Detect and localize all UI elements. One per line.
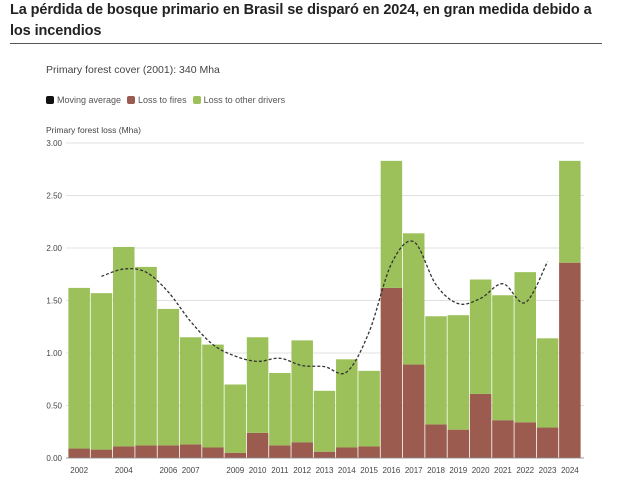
bar-fires — [224, 452, 247, 458]
x-tick-label: 2011 — [271, 466, 289, 475]
bar-other-drivers — [68, 287, 90, 449]
y-tick-label: 3.00 — [46, 139, 62, 148]
bar-other-drivers — [224, 384, 247, 453]
bar-other-drivers — [313, 390, 336, 452]
bar-other-drivers — [380, 160, 403, 288]
bar-other-drivers — [469, 279, 492, 394]
x-tick-label: 2004 — [115, 466, 133, 475]
bar-fires — [157, 445, 180, 458]
moving-average-line — [101, 240, 549, 375]
bar-other-drivers — [425, 316, 447, 425]
x-tick-label: 2014 — [338, 466, 356, 475]
x-tick-label: 2017 — [405, 466, 423, 475]
bar-other-drivers — [514, 272, 536, 423]
bar-fires — [269, 445, 291, 458]
bar-other-drivers — [202, 344, 224, 448]
y-tick-label: 2.50 — [46, 192, 62, 201]
x-tick-label: 2020 — [472, 466, 490, 475]
x-tick-label: 2012 — [293, 466, 311, 475]
bar-fires — [90, 449, 113, 458]
y-tick-label: 0.50 — [46, 402, 62, 411]
bar-fires — [135, 445, 157, 458]
bar-fires — [113, 446, 135, 458]
legend-swatch — [192, 96, 201, 104]
bar-fires — [291, 442, 313, 458]
legend-swatch — [46, 96, 54, 104]
x-tick-label: 2024 — [561, 466, 579, 475]
bar-fires — [402, 364, 425, 458]
x-tick-label: 2021 — [494, 466, 512, 475]
chart-subtitle: Primary forest cover (2001): 340 Mha — [46, 64, 220, 76]
bar-fires — [536, 427, 559, 458]
bar-fires — [358, 446, 380, 458]
bar-fires — [179, 444, 202, 458]
y-tick-label: 1.00 — [46, 349, 62, 358]
bar-other-drivers — [336, 359, 358, 448]
x-tick-label: 2019 — [449, 466, 467, 475]
bar-fires — [514, 422, 536, 458]
legend-item-fires: Loss to fires — [127, 95, 187, 105]
y-tick-label: 2.00 — [46, 244, 62, 253]
x-tick-label: 2006 — [159, 466, 177, 475]
bar-fires — [447, 429, 470, 458]
legend-item-other-drivers: Loss to other drivers — [192, 95, 286, 105]
bar-fires — [336, 447, 358, 458]
bar-fires — [469, 393, 492, 458]
bar-other-drivers — [90, 293, 113, 450]
x-tick-label: 2013 — [316, 466, 334, 475]
legend-label: Loss to other drivers — [203, 95, 286, 105]
bar-other-drivers — [447, 315, 470, 430]
x-tick-label: 2007 — [182, 466, 200, 475]
legend-swatch — [127, 96, 136, 104]
bar-fires — [380, 287, 403, 458]
bar-fires — [313, 451, 336, 458]
bar-other-drivers — [402, 233, 425, 365]
y-tick-label: 1.50 — [46, 297, 62, 306]
bar-other-drivers — [269, 372, 291, 446]
bar-fires — [425, 424, 447, 458]
bar-other-drivers — [135, 266, 157, 446]
bar-other-drivers — [157, 308, 180, 446]
x-tick-label: 2009 — [226, 466, 244, 475]
x-tick-label: 2018 — [427, 466, 445, 475]
bar-other-drivers — [492, 295, 514, 421]
bar-other-drivers — [179, 337, 202, 445]
bar-other-drivers — [536, 338, 559, 428]
x-tick-label: 2022 — [516, 466, 534, 475]
x-tick-label: 2023 — [539, 466, 557, 475]
bar-other-drivers — [559, 160, 581, 263]
x-tick-label: 2010 — [249, 466, 267, 475]
bar-fires — [559, 262, 581, 458]
y-axis-label: Primary forest loss (Mha) — [46, 125, 141, 135]
legend-item-moving-average: Moving average — [46, 95, 121, 105]
bar-other-drivers — [358, 370, 380, 447]
y-tick-label: 0.00 — [46, 454, 62, 463]
bar-other-drivers — [246, 337, 269, 433]
bar-other-drivers — [291, 340, 313, 443]
bar-other-drivers — [113, 246, 135, 447]
title-divider — [10, 43, 602, 44]
x-tick-label: 2015 — [360, 466, 378, 475]
x-tick-label: 2016 — [383, 466, 401, 475]
chart-title: La pérdida de bosque primario en Brasil … — [10, 2, 592, 39]
bar-fires — [202, 447, 224, 458]
bar-fires — [492, 420, 514, 458]
x-tick-label: 2002 — [70, 466, 88, 475]
legend-label: Loss to fires — [138, 95, 187, 105]
bar-fires — [246, 432, 269, 458]
chart-legend: Moving average Loss to fires Loss to oth… — [46, 95, 291, 105]
bar-fires — [68, 448, 90, 458]
legend-label: Moving average — [57, 95, 122, 105]
